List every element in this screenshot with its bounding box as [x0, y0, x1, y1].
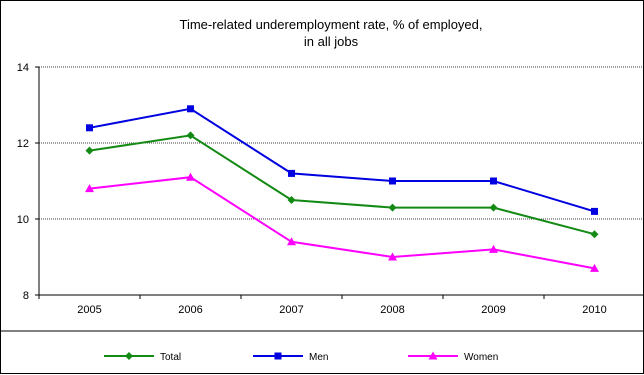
- y-tick-label-12: 12: [17, 138, 29, 150]
- data-point-women-2005: [85, 184, 94, 193]
- data-point-men-2008: [389, 177, 396, 185]
- legend: Total Men Women: [104, 351, 498, 363]
- y-tick-label-10: 10: [17, 214, 29, 226]
- data-point-men-2010: [591, 207, 598, 215]
- series-line-men: [89, 107, 595, 213]
- data-point-women-2009: [489, 244, 498, 253]
- legend-item-women: Women: [408, 351, 498, 363]
- data-point-total-2005: [85, 146, 94, 155]
- x-axis-tick-labels: 2005 2006 2007 2008 2009 2010: [77, 304, 606, 316]
- chart-title: Time-related underemployment rate, % of …: [180, 17, 483, 49]
- axes: [35, 66, 644, 299]
- data-point-total-2009: [489, 203, 498, 212]
- data-point-women-2006: [186, 172, 195, 181]
- gridlines: [39, 66, 644, 220]
- series-total: [85, 131, 599, 239]
- y-tick-label-8: 8: [23, 290, 29, 302]
- data-point-total-2006: [186, 131, 195, 140]
- chart-title-line-2: in all jobs: [304, 34, 359, 49]
- legend-marker-women: [428, 351, 438, 360]
- data-point-men-2006: [187, 105, 194, 113]
- x-tick-label-2007: 2007: [279, 304, 303, 316]
- data-point-total-2008: [388, 203, 397, 212]
- x-tick-label-2006: 2006: [178, 304, 202, 316]
- legend-marker-total: [125, 352, 133, 360]
- data-point-men-2005: [86, 124, 93, 132]
- series-line-women: [89, 176, 595, 270]
- legend-label-men: Men: [309, 352, 328, 363]
- series-lines: [85, 105, 599, 272]
- legend-marker-men: [274, 352, 282, 360]
- legend-item-total: Total: [104, 352, 181, 363]
- data-point-men-2009: [490, 177, 497, 185]
- x-tick-label-2005: 2005: [77, 304, 101, 316]
- data-point-women-2008: [388, 252, 397, 261]
- series-men: [86, 105, 598, 215]
- series-women: [85, 172, 599, 272]
- series-line-total: [89, 134, 595, 236]
- y-tick-label-14: 14: [17, 62, 29, 74]
- data-point-women-2007: [287, 237, 296, 246]
- x-tick-label-2008: 2008: [380, 304, 404, 316]
- x-tick-label-2010: 2010: [582, 304, 606, 316]
- legend-label-women: Women: [464, 352, 498, 363]
- legend-label-total: Total: [160, 352, 181, 363]
- data-point-women-2010: [590, 263, 599, 272]
- data-point-total-2007: [287, 196, 296, 204]
- x-tick-label-2009: 2009: [481, 304, 505, 316]
- y-axis-tick-labels: 8 10 12 14: [17, 62, 29, 302]
- data-point-total-2010: [590, 230, 599, 239]
- data-point-men-2007: [288, 169, 295, 177]
- legend-item-men: Men: [253, 352, 328, 363]
- chart-title-line-1: Time-related underemployment rate, % of …: [180, 17, 483, 32]
